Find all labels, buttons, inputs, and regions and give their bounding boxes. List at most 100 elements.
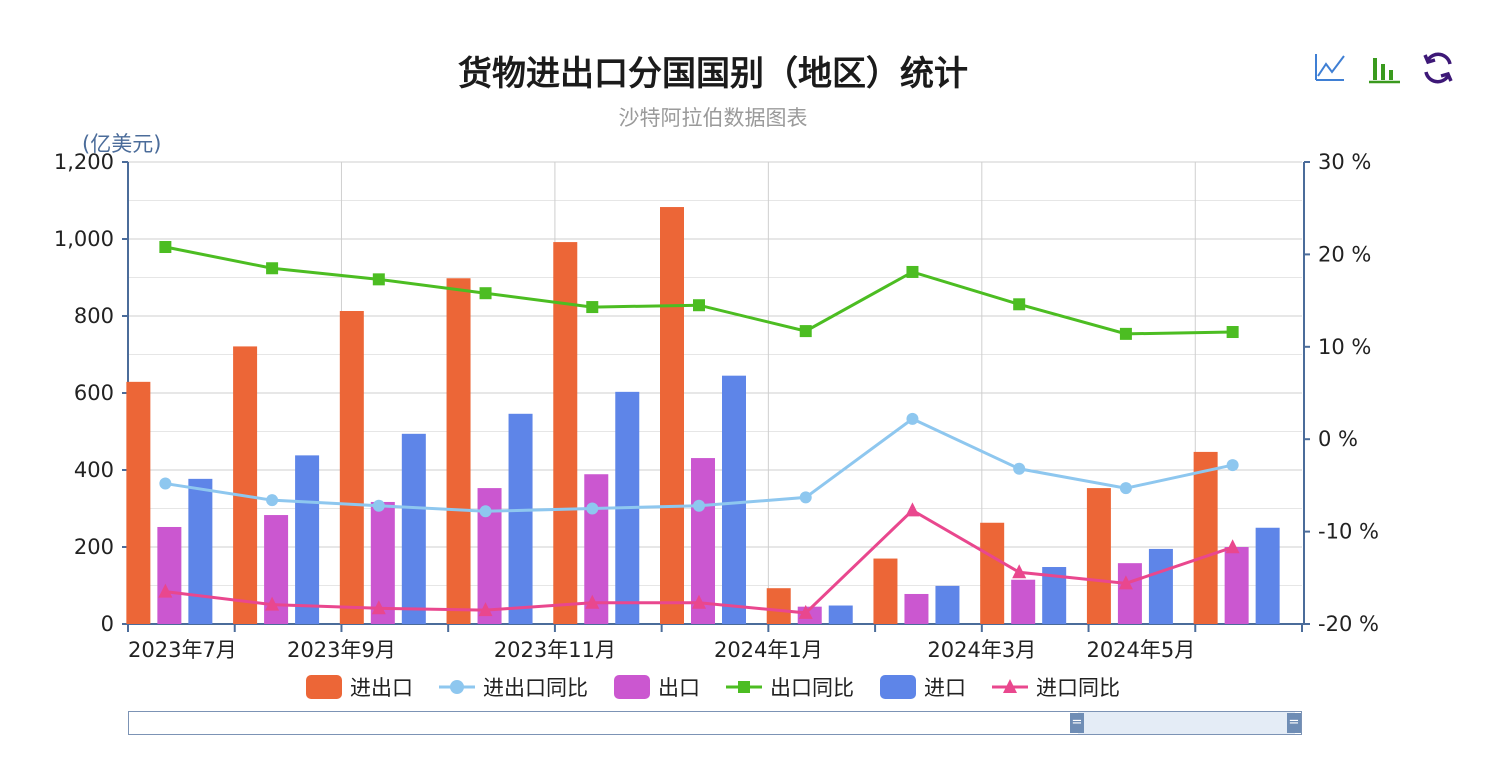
point-进口同比 (1225, 539, 1240, 554)
legend-label: 进出口 (350, 676, 413, 700)
bar-出口 (1011, 579, 1036, 624)
point-进出口同比 (693, 499, 705, 512)
x-tick-label: 2023年11月 (494, 638, 616, 662)
line-出口同比 (165, 245, 1233, 336)
bar-进出口 (766, 588, 791, 624)
bar-出口 (584, 474, 609, 624)
point-进口同比 (798, 604, 813, 619)
bar-进口 (508, 413, 533, 624)
y-right-tick-label: 0 % (1318, 427, 1358, 451)
bar-进出口 (873, 558, 898, 624)
point-出口同比 (266, 262, 279, 275)
bar-进出口 (553, 242, 578, 624)
point-进口同比 (585, 594, 600, 609)
y-left-tick-label: 200 (74, 535, 114, 559)
x-tick-label: 2024年3月 (927, 638, 1036, 662)
bar-进出口 (660, 207, 684, 625)
point-进出口同比 (1013, 462, 1026, 475)
chart-title: 货物进出口分国国别（地区）统计 (458, 54, 968, 94)
y-right-tick-label: -20 % (1318, 612, 1379, 636)
point-进出口同比 (159, 477, 172, 490)
bar-进出口 (233, 346, 258, 624)
data-zoom-slider[interactable]: = = (128, 711, 1302, 735)
bar-出口 (157, 526, 182, 624)
point-出口同比 (1226, 326, 1239, 339)
bar-出口 (370, 501, 395, 624)
chart-toolbox (1312, 50, 1456, 86)
point-进口同比 (478, 602, 493, 617)
legend-label: 进出口同比 (483, 676, 588, 700)
y-left-tick-label: 400 (74, 458, 114, 482)
point-进口同比 (1012, 564, 1027, 579)
legend-item[interactable]: 进口 (880, 672, 966, 702)
legend-item[interactable]: 出口 (614, 672, 700, 702)
bar-进出口 (126, 381, 151, 624)
point-进出口同比 (372, 499, 385, 512)
legend-label: 出口 (658, 676, 700, 700)
bar-chart-icon[interactable] (1366, 50, 1402, 86)
legend-item[interactable]: 进出口同比 (439, 672, 588, 702)
legend-swatch (880, 675, 916, 699)
bar-进口 (295, 455, 320, 624)
zoom-handle-left[interactable]: = (1070, 713, 1084, 733)
legend-swatch (306, 675, 342, 699)
refresh-icon[interactable] (1420, 50, 1456, 86)
point-出口同比 (906, 265, 919, 278)
bar-进出口 (446, 278, 471, 624)
legend-line-symbol (726, 681, 762, 693)
bar-进出口 (1086, 488, 1111, 624)
bar-进口 (1148, 548, 1173, 624)
y-right-tick-label: 20 % (1318, 242, 1371, 266)
x-tick-label: 2024年1月 (714, 638, 823, 662)
point-出口同比 (479, 287, 492, 300)
point-进出口同比 (1226, 459, 1239, 472)
legend-line-symbol (992, 679, 1028, 693)
bar-进口 (1255, 527, 1280, 624)
point-出口同比 (693, 299, 705, 312)
point-出口同比 (1013, 298, 1026, 311)
bar-进口 (935, 585, 960, 624)
point-进口同比 (1118, 575, 1133, 590)
point-进出口同比 (799, 491, 812, 504)
y-left-tick-label: 0 (101, 612, 114, 636)
bar-出口 (904, 593, 929, 624)
point-进出口同比 (906, 412, 919, 425)
zoom-handle-right[interactable]: = (1287, 713, 1301, 733)
point-进口同比 (692, 594, 706, 609)
point-出口同比 (586, 301, 599, 314)
legend-item[interactable]: 进出口 (306, 672, 413, 702)
point-出口同比 (159, 241, 172, 254)
point-进出口同比 (479, 505, 492, 518)
y-right-tick-label: -10 % (1318, 520, 1379, 544)
point-进口同比 (158, 583, 173, 598)
y-right-tick-label: 10 % (1318, 335, 1371, 359)
point-进口同比 (265, 596, 280, 611)
point-出口同比 (799, 325, 812, 338)
y-right-tick-label: 30 % (1318, 150, 1371, 174)
y-left-tick-label: 1,200 (54, 150, 114, 174)
line-chart-icon[interactable] (1312, 50, 1348, 86)
chart-subtitle: 沙特阿拉伯数据图表 (618, 106, 808, 130)
point-进口同比 (371, 600, 386, 615)
chart-legend: 进出口 进出口同比 出口 出口同比 进口 进口同比 (0, 672, 1426, 702)
x-tick-label: 2023年9月 (287, 638, 396, 662)
legend-item[interactable]: 进口同比 (992, 672, 1120, 702)
bar-出口 (1117, 563, 1142, 624)
point-进口同比 (905, 502, 920, 517)
y-left-tick-label: 600 (74, 381, 114, 405)
bar-出口 (1224, 547, 1249, 624)
data-zoom-selected-range (1078, 712, 1295, 734)
legend-item[interactable]: 出口同比 (726, 672, 854, 702)
point-出口同比 (1119, 327, 1132, 340)
point-进出口同比 (586, 502, 599, 515)
legend-label: 出口同比 (770, 676, 854, 700)
point-进出口同比 (266, 494, 279, 507)
bar-出口 (691, 458, 715, 624)
point-进出口同比 (1119, 482, 1132, 495)
bar-进口 (722, 375, 746, 624)
y-axis-unit-label: (亿美元) (82, 132, 162, 156)
bar-进出口 (339, 310, 364, 624)
point-出口同比 (372, 273, 385, 286)
legend-line-symbol (439, 680, 475, 694)
y-left-tick-label: 800 (74, 304, 114, 328)
